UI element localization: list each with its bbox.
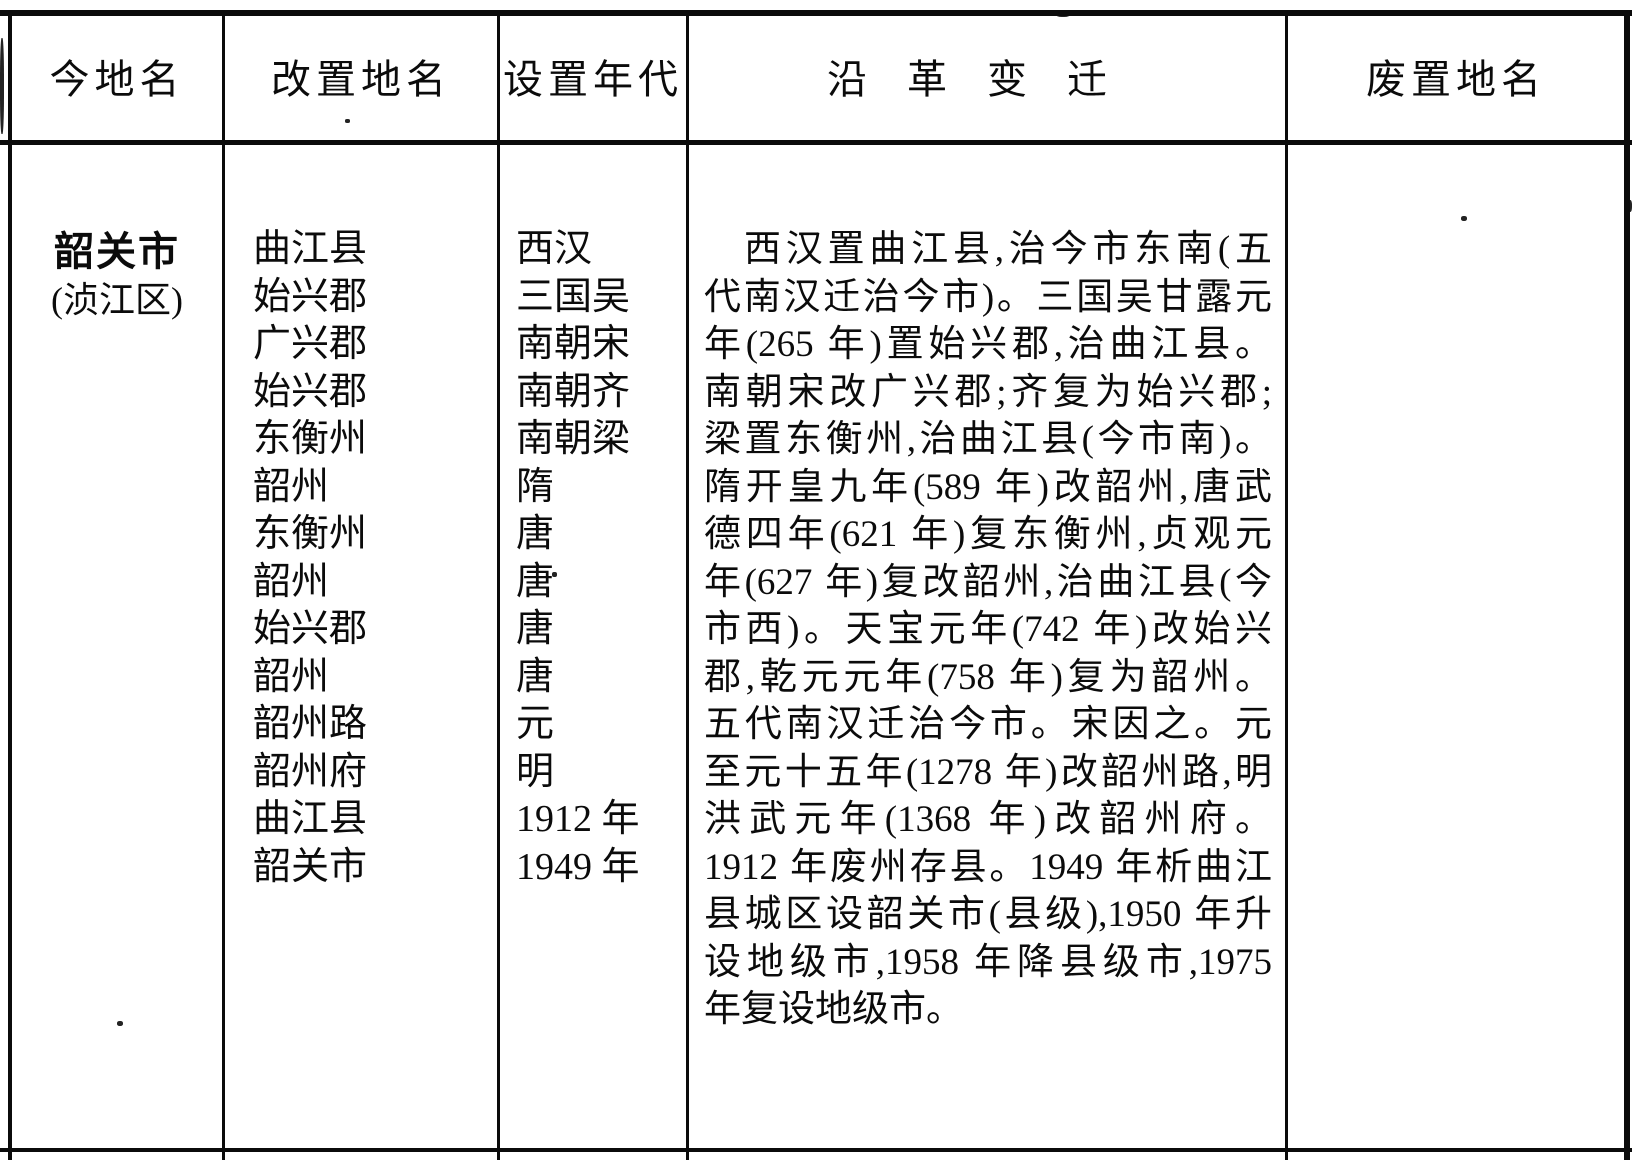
evolution-text-line: 县城区设韶关市(县级),1950 年升 [704,894,1272,935]
renamed-place-item: 始兴郡 [253,275,368,318]
scan-artifact [0,38,4,134]
renamed-place-item: 曲江县 [253,798,368,840]
scan-artifact [1628,200,1632,212]
establishment-era-item: 三国吴 [516,275,631,318]
renamed-place-item: 始兴郡 [253,608,368,650]
renamed-place-item: 韶州路 [253,703,368,745]
evolution-text-line: 代南汉迁治今市)。三国吴甘露元 [704,276,1272,318]
establishment-era-item: 1949 年 [516,845,640,888]
evolution-text-line: 至元十五年(1278 年)改韶州路,明 [704,751,1272,793]
evolution-text-line: 年(627 年)复改韶州,治曲江县(今 [704,561,1272,603]
current-place-name: 韶关市 [54,229,180,274]
establishment-era-item: 唐 [516,608,555,650]
renamed-place-item: 东衡州 [253,513,368,555]
establishment-era-item: 唐 [516,560,555,603]
table-row-divider [0,1148,1632,1152]
renamed-place-item: 韶州 [253,655,330,698]
establishment-era-item: 隋 [516,465,555,508]
cell-renamed-places: 曲江县 始兴郡 广兴郡 始兴郡 东衡州 韶州 东衡州 韶州 始兴郡 韶州 韶州路 韶州府 曲江县 韶关市 [253,226,493,891]
scan-artifact [1461,216,1467,221]
renamed-place-item: 曲江县 [253,228,368,270]
evolution-text-line: 五代南汉迁治今市。宋因之。元 [704,704,1272,745]
column-header-era: 设置年代 [503,57,683,102]
establishment-era-item: 唐 [516,655,555,698]
column-header-abolished-name: 废置地名 [1366,57,1546,102]
renamed-place-item: 韶关市 [253,845,368,888]
evolution-text-line: 德四年(621 年)复东衡州,贞观元 [704,514,1272,555]
renamed-place-item: 广兴郡 [253,323,368,365]
cell-evolution-history: 西汉置曲江县,治今市东南(五代南汉迁治今市)。三国吴甘露元 年(265 年)置始兴… [704,226,1272,1034]
cell-establishment-eras: 西汉 三国吴 南朝宋 南朝齐 南朝梁隋唐唐唐唐元明 1912 年 1949 年 [516,226,684,891]
current-place-district: (浈江区) [51,280,183,320]
renamed-place-item: 始兴郡 [253,370,368,413]
establishment-era-item: 南朝齐 [516,370,631,413]
evolution-text-line: 1912 年废州存县。1949 年析曲江 [704,846,1272,888]
evolution-text-line: 隋开皇九年(589 年)改韶州,唐武 [704,466,1272,508]
scan-artifact [117,1021,123,1026]
evolution-text-line: 年(265 年)置始兴郡,治曲江县。 [704,324,1272,365]
table-top-border [0,10,1632,16]
evolution-text-line: 市西)。天宝元年(742 年)改始兴 [704,609,1272,650]
table-header-divider [0,140,1632,145]
evolution-text-line: 郡,乾元元年(758 年)复为韶州。 [704,656,1272,698]
renamed-place-item: 韶州府 [253,750,368,793]
establishment-era-item: 西汉 [516,228,593,270]
evolution-text-line: 洪武元年(1368 年)改韶州府。 [704,799,1272,840]
column-header-evolution: 沿革变迁 [827,57,1147,102]
establishment-era-item: 南朝宋 [516,323,631,365]
table-right-border [1624,10,1630,1160]
establishment-era-item: 明 [516,750,555,793]
evolution-text-line: 南朝宋改广兴郡;齐复为始兴郡; [704,371,1272,413]
column-header-current-name: 今地名 [49,57,185,102]
establishment-era-item: 元 [516,703,555,745]
cell-current-place: 韶关市 (浈江区) [12,228,222,324]
table-column-divider-4 [1285,10,1288,1160]
table-column-divider-2 [497,10,500,1160]
scan-artifact [552,572,557,577]
establishment-era-item: 唐 [516,513,555,555]
establishment-era-item: 1912 年 [516,798,640,840]
evolution-text-line: 西汉置曲江县,治今市东南(五 [744,229,1272,270]
evolution-text-line: 年复设地级市。 [704,989,963,1030]
renamed-place-item: 东衡州 [253,418,368,460]
column-header-renamed-place: 改置地名 [271,57,451,102]
scan-artifact [1056,12,1070,17]
scan-artifact [345,119,350,123]
table-left-border [8,10,12,1160]
evolution-text-line: 设地级市,1958 年降县级市,1975 [704,941,1272,983]
renamed-place-item: 韶州 [253,560,330,603]
renamed-place-item: 韶州 [253,465,330,508]
table-column-divider-3 [686,10,689,1160]
cell-abolished-place [1288,145,1624,1148]
establishment-era-item: 南朝梁 [516,418,631,460]
evolution-text-line: 梁置东衡州,治曲江县(今市南)。 [704,419,1272,460]
table-column-divider-1 [222,10,225,1160]
